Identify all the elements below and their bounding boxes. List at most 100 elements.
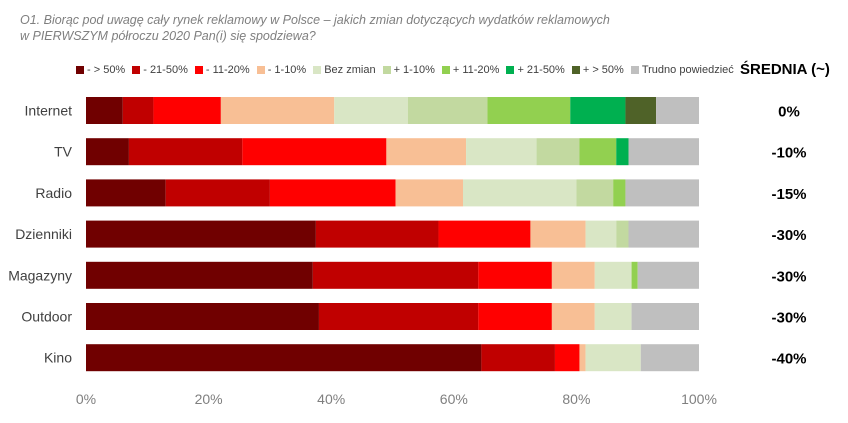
bar-segment <box>625 179 699 207</box>
x-tick-label: 100% <box>681 391 717 407</box>
x-tick-label: 60% <box>440 391 468 407</box>
bar-segment <box>616 220 629 248</box>
bar-segment <box>640 344 699 372</box>
category-label: TV <box>54 144 73 160</box>
average-column-header: ŚREDNIA (~) <box>740 61 830 78</box>
category-label: Radio <box>35 185 72 201</box>
legend-label: + > 50% <box>582 64 624 76</box>
bar-segment <box>312 261 479 289</box>
bar-segment <box>628 138 699 166</box>
legend-label: Bez zmian <box>324 64 376 76</box>
legend-swatch <box>76 66 84 74</box>
legend-item: - > 50% <box>76 64 125 76</box>
bar-segment <box>122 97 154 124</box>
bar-segment <box>395 179 463 207</box>
legend-item: - 21-50% <box>132 64 188 76</box>
average-value: -15% <box>771 186 806 203</box>
chart-legend: - > 50% - 21-50% - 11-20% - 1-10% Bez zmian +… <box>76 62 741 78</box>
bar-segment <box>269 179 396 207</box>
legend-swatch <box>313 66 322 74</box>
legend-swatch <box>256 66 265 74</box>
bar-segment <box>86 344 482 372</box>
bar-segment <box>153 97 221 124</box>
legend-label: + 21-50% <box>517 64 565 76</box>
legend-swatch <box>194 66 203 74</box>
average-value: -40% <box>771 351 806 368</box>
bar-segment <box>554 344 580 372</box>
bar-segment <box>594 303 632 330</box>
bar-segment <box>334 97 408 124</box>
bar-segment <box>579 138 617 166</box>
bar-segment <box>478 303 552 330</box>
bar-segment <box>579 344 586 372</box>
question-text: O1. Biorąc pod uwagę cały rynek reklamow… <box>20 12 660 44</box>
question-line-1: O1. Biorąc pod uwagę cały rynek reklamow… <box>20 13 610 27</box>
bar-segment <box>628 220 699 248</box>
bar-segment <box>637 261 699 289</box>
legend-item: + 21-50% <box>506 64 565 76</box>
bar-segment <box>616 138 629 166</box>
x-tick-label: 40% <box>317 391 345 407</box>
bar-segment <box>551 261 595 289</box>
bar-segment <box>631 303 699 330</box>
bar-segment <box>551 303 595 330</box>
bar-segment <box>536 138 580 166</box>
bar-segment <box>585 344 641 372</box>
legend-label: - 21-50% <box>143 64 188 76</box>
bar-segment <box>631 261 638 289</box>
x-tick-label: 80% <box>562 391 590 407</box>
legend-item: Bez zmian <box>313 64 376 76</box>
legend-item: Trudno powiedzieć <box>630 64 734 76</box>
average-value: -30% <box>771 227 806 244</box>
legend-label: - > 50% <box>87 64 126 76</box>
legend-label: + 1-10% <box>393 64 435 76</box>
bar-segment <box>86 220 316 248</box>
bar-segment <box>594 261 632 289</box>
average-value: -10% <box>771 145 806 162</box>
category-label: Magazyny <box>8 267 72 283</box>
category-label: Kino <box>44 350 72 366</box>
x-tick-label: 0% <box>76 391 96 407</box>
x-tick-label: 20% <box>195 391 223 407</box>
bar-segment <box>466 138 537 166</box>
legend-swatch <box>382 66 391 74</box>
bar-segment <box>386 138 467 166</box>
bar-segment <box>242 138 387 166</box>
average-value: 0% <box>778 104 800 121</box>
bar-segment <box>530 220 586 248</box>
legend-item: + > 50% <box>571 64 624 76</box>
bar-segment <box>613 179 626 207</box>
legend-item: - 1-10% <box>256 64 307 76</box>
bar-segment <box>478 261 552 289</box>
bar-segment <box>438 220 531 248</box>
category-label: Internet <box>25 103 73 119</box>
legend-swatch <box>441 66 450 74</box>
bar-segment <box>407 97 488 124</box>
legend-swatch <box>630 66 639 74</box>
question-line-2: w PIERWSZYM półroczu 2020 Pan(i) się spo… <box>20 29 316 43</box>
bar-segment <box>86 138 129 166</box>
legend-item: + 11-20% <box>441 64 500 76</box>
legend-label: + 11-20% <box>452 64 500 76</box>
legend-swatch <box>571 66 580 74</box>
legend-swatch <box>132 66 141 74</box>
bar-segment <box>315 220 439 248</box>
bar-segment <box>625 97 657 124</box>
legend-item: + 1-10% <box>382 64 435 76</box>
legend-label: - 11-20% <box>205 64 250 76</box>
legend-label: Trudno powiedzieć <box>641 64 734 76</box>
bar-segment <box>462 179 577 207</box>
bar-segment <box>585 220 617 248</box>
average-value: -30% <box>771 310 806 327</box>
bar-segment <box>86 97 123 124</box>
bar-segment <box>128 138 243 166</box>
category-label: Dzienniki <box>15 226 72 242</box>
category-label: Outdoor <box>21 309 72 325</box>
legend-label: - 1-10% <box>267 64 307 76</box>
bar-segment <box>86 303 319 330</box>
bar-segment <box>576 179 614 207</box>
bar-segment <box>86 261 313 289</box>
bar-segment <box>570 97 626 124</box>
bar-segment <box>86 179 166 207</box>
